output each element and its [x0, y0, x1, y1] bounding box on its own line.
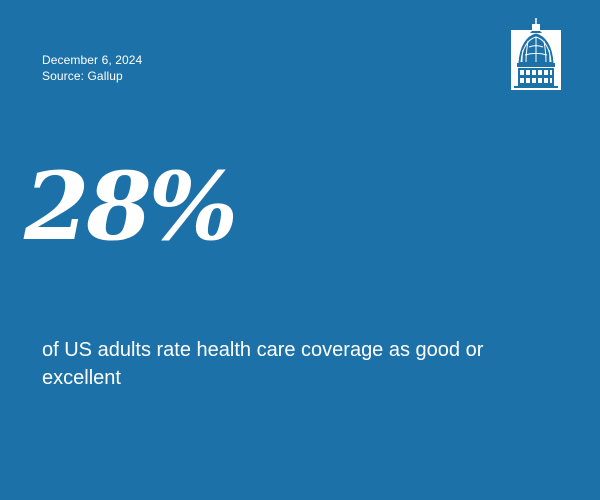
capitol-dome-icon	[510, 16, 562, 92]
stat-value: 28%	[24, 152, 238, 262]
source-label: Source: Gallup	[42, 69, 123, 83]
publish-date: December 6, 2024	[42, 53, 143, 67]
card-meta: December 6, 2024 Source: Gallup	[42, 52, 142, 84]
stat-description: of US adults rate health care coverage a…	[42, 339, 484, 389]
